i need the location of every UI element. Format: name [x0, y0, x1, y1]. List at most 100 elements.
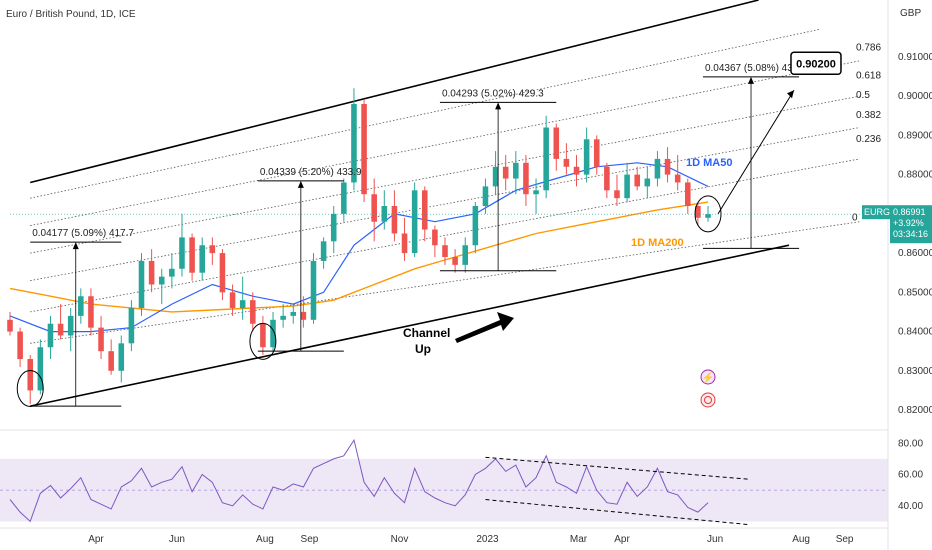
- candle-body: [401, 233, 408, 254]
- candle-body: [604, 166, 610, 191]
- rise-arrow-head: [72, 242, 79, 250]
- candle: [341, 178, 347, 222]
- ma50-label: 1D MA50: [686, 157, 732, 169]
- price-tick-label: 0.90000: [898, 91, 932, 102]
- rise-label: 0.04367 (5.08%) 436.7: [705, 63, 807, 74]
- candle: [624, 162, 630, 203]
- candle: [391, 190, 398, 242]
- rsi-tick-label: 40.00: [898, 501, 923, 512]
- candle-body: [209, 245, 216, 254]
- rsi-tick-label: 80.00: [898, 438, 923, 449]
- candle: [199, 237, 205, 281]
- candle-body: [341, 182, 347, 214]
- rise-label: 0.04177 (5.09%) 417.7: [32, 228, 134, 239]
- candle: [260, 315, 266, 356]
- candle-body: [391, 206, 398, 234]
- channel-inner-line: [30, 127, 860, 281]
- candle-body: [371, 194, 377, 222]
- candle: [604, 162, 610, 199]
- candle-body: [128, 308, 135, 344]
- candle: [502, 154, 509, 191]
- highlight-circle: [16, 369, 44, 407]
- channel-up-label: Up: [415, 342, 431, 356]
- channel-inner-line: [30, 158, 860, 313]
- candle: [189, 233, 195, 281]
- candle-body: [280, 315, 286, 320]
- time-tick-label: Apr: [614, 534, 630, 545]
- price-pane[interactable]: 0.786 0.618 0.5 0.382 0.236 0 0.04177 (5.09%) …: [7, 0, 888, 408]
- candle-body: [270, 319, 276, 348]
- candle: [553, 123, 560, 171]
- price-tick-label: 0.84000: [898, 327, 932, 338]
- candle: [270, 311, 276, 352]
- rsi-lower-trendline: [485, 499, 749, 526]
- channel-up-arrow: [455, 312, 514, 343]
- candle: [472, 202, 479, 254]
- rsi-tick-label: 60.00: [898, 470, 923, 481]
- earnings-event-glyph: [704, 396, 712, 404]
- candle: [138, 253, 145, 316]
- candle-body: [685, 182, 691, 206]
- fib-level-label: 0.236: [856, 134, 881, 145]
- rsi-pane[interactable]: [0, 438, 888, 526]
- time-tick-label: Nov: [391, 534, 409, 545]
- channel-label: Channel: [403, 326, 450, 340]
- channel-inner-line: [30, 29, 820, 199]
- candle: [118, 335, 125, 383]
- candle-body: [513, 162, 519, 179]
- candle: [98, 315, 104, 360]
- candle: [654, 151, 661, 187]
- rise-label: 0.04339 (5.20%) 433.9: [260, 167, 362, 178]
- candle-body: [381, 206, 388, 222]
- symbol-badge-text: EURGBP: [864, 207, 902, 217]
- price-tick-label: 0.83000: [898, 366, 932, 377]
- fib-level-label: 0.382: [856, 110, 881, 121]
- candle: [128, 300, 135, 352]
- candle-body: [219, 253, 226, 293]
- candle-body: [482, 186, 489, 206]
- candle-body: [411, 190, 418, 254]
- candle-body: [664, 158, 671, 175]
- candle: [108, 339, 114, 375]
- candle: [7, 311, 13, 336]
- candle: [614, 174, 620, 206]
- channel-inner-line: [30, 95, 860, 254]
- candle-body: [644, 178, 651, 187]
- price-tick-label: 0.91000: [898, 52, 932, 63]
- rise-arrow-head: [297, 180, 304, 188]
- candle-body: [138, 260, 145, 309]
- candle: [401, 217, 408, 261]
- candle-body: [442, 245, 448, 258]
- candle: [148, 249, 155, 293]
- candle-body: [654, 158, 661, 179]
- candle-body: [462, 245, 469, 265]
- candle-body: [432, 229, 438, 246]
- candle: [47, 315, 54, 360]
- candle-body: [158, 276, 165, 285]
- candle: [320, 237, 327, 269]
- flash-event-glyph: ⚡: [702, 371, 714, 384]
- candle-body: [472, 206, 479, 246]
- target-frame: [790, 51, 842, 76]
- candle: [634, 166, 640, 191]
- price-badge-bg: [890, 205, 932, 244]
- highlight-circle: [694, 195, 722, 233]
- candle: [685, 178, 691, 214]
- candle: [442, 237, 448, 265]
- candle-body: [583, 139, 590, 175]
- candle-body: [502, 166, 509, 179]
- candle-body: [88, 296, 94, 328]
- price-badge-change: +3.92%: [893, 218, 924, 228]
- candle-body: [421, 190, 428, 230]
- candle: [674, 154, 681, 191]
- channel-inner-line: [30, 60, 860, 226]
- candle: [229, 284, 236, 316]
- time-tick-label: Sep: [301, 534, 319, 545]
- time-tick-label: Aug: [792, 534, 810, 545]
- candle-body: [189, 237, 195, 273]
- price-tick-label: 0.85000: [898, 287, 932, 298]
- candle-body: [695, 206, 701, 218]
- candle-body: [634, 174, 640, 187]
- rsi-upper-trendline: [485, 456, 749, 480]
